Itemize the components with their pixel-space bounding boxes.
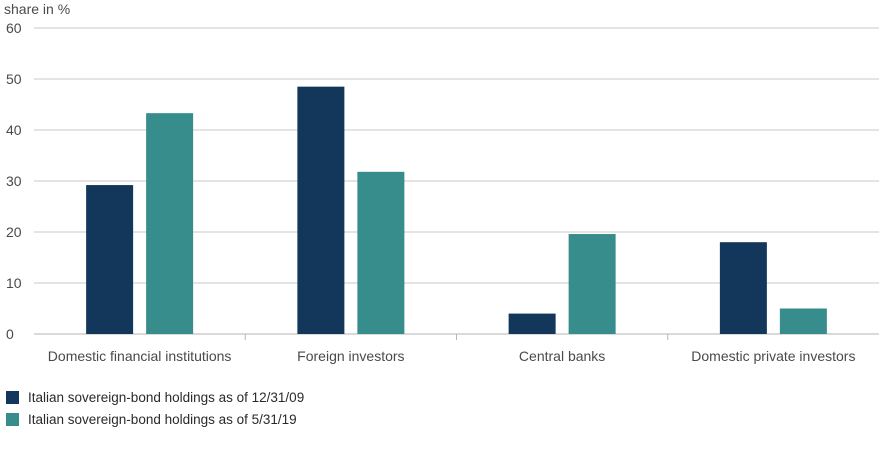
bar-2019-3 bbox=[779, 308, 827, 334]
legend: Italian sovereign-bond holdings as of 12… bbox=[6, 386, 304, 430]
x-tick-label-2: Central banks bbox=[519, 348, 605, 364]
legend-swatch-2019 bbox=[6, 412, 19, 426]
y-axis-label: share in % bbox=[4, 1, 70, 17]
bar-2019-2 bbox=[568, 234, 616, 334]
y-tick-labels: 0 10 20 30 40 50 60 bbox=[6, 20, 22, 342]
bar-2019-0 bbox=[146, 113, 194, 334]
legend-label-2019: Italian sovereign-bond holdings as of 5/… bbox=[28, 411, 297, 427]
y-tick-label-40: 40 bbox=[6, 122, 22, 138]
y-tick-label-30: 30 bbox=[6, 173, 22, 189]
bars bbox=[86, 86, 827, 335]
y-tick-label-10: 10 bbox=[6, 275, 22, 291]
x-tick-label-3: Domestic private investors bbox=[691, 348, 855, 364]
x-axis: Domestic financial institutions Foreign i… bbox=[48, 334, 855, 364]
x-tick-label-0: Domestic financial institutions bbox=[48, 348, 232, 364]
y-tick-label-20: 20 bbox=[6, 224, 22, 240]
legend-label-2009: Italian sovereign-bond holdings as of 12… bbox=[28, 389, 305, 405]
legend-swatch-2009 bbox=[6, 390, 19, 404]
bar-2009-2 bbox=[508, 313, 556, 334]
bar-2009-3 bbox=[719, 242, 767, 334]
bar-2009-0 bbox=[86, 185, 134, 334]
legend-item-2009: Italian sovereign-bond holdings as of 12… bbox=[6, 386, 304, 408]
y-tick-label-60: 60 bbox=[6, 20, 22, 36]
x-tick-label-1: Foreign investors bbox=[297, 348, 404, 364]
bar-chart: share in % 0 10 20 30 40 50 60 Domestic financ… bbox=[4, 1, 879, 364]
legend-item-2019: Italian sovereign-bond holdings as of 5/… bbox=[6, 408, 304, 430]
bar-2009-1 bbox=[297, 86, 345, 335]
y-tick-label-0: 0 bbox=[6, 326, 14, 342]
y-tick-label-50: 50 bbox=[6, 71, 22, 87]
bar-2019-1 bbox=[357, 171, 405, 334]
